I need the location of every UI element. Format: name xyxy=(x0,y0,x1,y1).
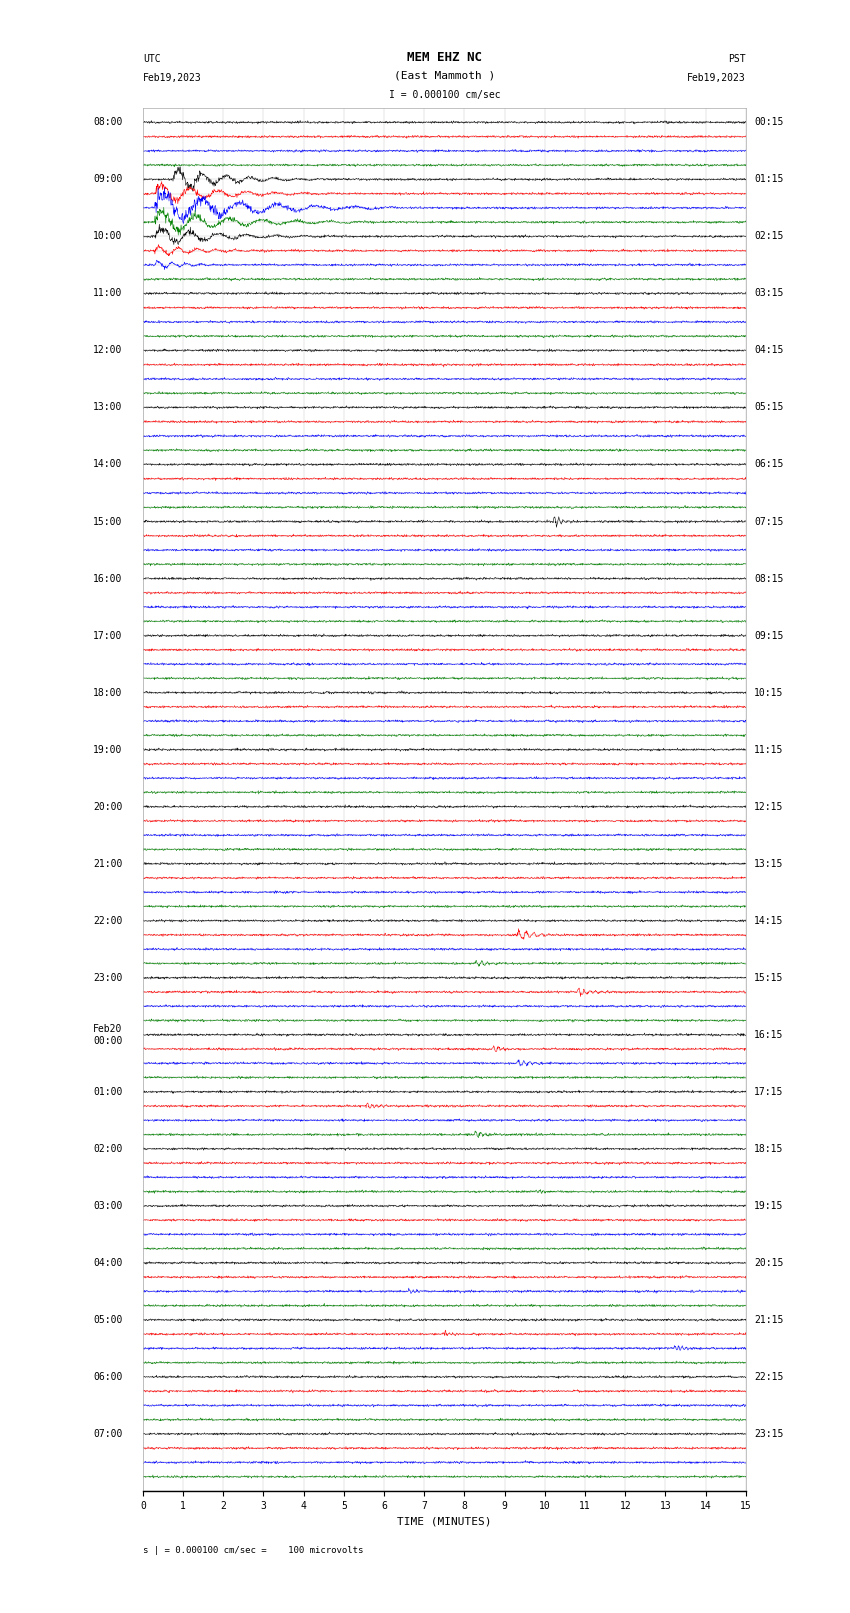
Text: 17:00: 17:00 xyxy=(94,631,122,640)
Text: (East Mammoth ): (East Mammoth ) xyxy=(394,71,495,81)
Text: 21:15: 21:15 xyxy=(754,1315,783,1324)
Text: 23:15: 23:15 xyxy=(754,1429,783,1439)
Text: 06:00: 06:00 xyxy=(94,1373,122,1382)
Text: 01:15: 01:15 xyxy=(754,174,783,184)
Text: s | = 0.000100 cm/sec =    100 microvolts: s | = 0.000100 cm/sec = 100 microvolts xyxy=(143,1547,363,1555)
Text: 22:15: 22:15 xyxy=(754,1373,783,1382)
Text: 20:15: 20:15 xyxy=(754,1258,783,1268)
Text: 14:00: 14:00 xyxy=(94,460,122,469)
Text: 05:15: 05:15 xyxy=(754,403,783,413)
Text: 01:00: 01:00 xyxy=(94,1087,122,1097)
Text: 15:15: 15:15 xyxy=(754,973,783,982)
Text: MEM EHZ NC: MEM EHZ NC xyxy=(407,52,482,65)
Text: PST: PST xyxy=(728,53,745,65)
Text: 13:15: 13:15 xyxy=(754,858,783,869)
Text: 16:15: 16:15 xyxy=(754,1029,783,1040)
Text: 21:00: 21:00 xyxy=(94,858,122,869)
Text: UTC: UTC xyxy=(143,53,161,65)
Text: 12:15: 12:15 xyxy=(754,802,783,811)
Text: 11:15: 11:15 xyxy=(754,745,783,755)
Text: 10:00: 10:00 xyxy=(94,231,122,242)
Text: Feb20
00:00: Feb20 00:00 xyxy=(94,1024,122,1045)
Text: 13:00: 13:00 xyxy=(94,403,122,413)
Text: 19:15: 19:15 xyxy=(754,1200,783,1211)
Text: 04:00: 04:00 xyxy=(94,1258,122,1268)
Text: 11:00: 11:00 xyxy=(94,289,122,298)
Text: 18:00: 18:00 xyxy=(94,687,122,697)
Text: 07:00: 07:00 xyxy=(94,1429,122,1439)
X-axis label: TIME (MINUTES): TIME (MINUTES) xyxy=(397,1516,491,1526)
Text: 08:15: 08:15 xyxy=(754,574,783,584)
Text: 10:15: 10:15 xyxy=(754,687,783,697)
Text: 12:00: 12:00 xyxy=(94,345,122,355)
Text: 17:15: 17:15 xyxy=(754,1087,783,1097)
Text: 04:15: 04:15 xyxy=(754,345,783,355)
Text: 03:15: 03:15 xyxy=(754,289,783,298)
Text: 14:15: 14:15 xyxy=(754,916,783,926)
Text: 05:00: 05:00 xyxy=(94,1315,122,1324)
Text: 22:00: 22:00 xyxy=(94,916,122,926)
Text: 02:15: 02:15 xyxy=(754,231,783,242)
Text: 09:00: 09:00 xyxy=(94,174,122,184)
Text: 08:00: 08:00 xyxy=(94,118,122,127)
Text: 00:15: 00:15 xyxy=(754,118,783,127)
Text: 03:00: 03:00 xyxy=(94,1200,122,1211)
Text: 20:00: 20:00 xyxy=(94,802,122,811)
Text: I = 0.000100 cm/sec: I = 0.000100 cm/sec xyxy=(388,90,500,100)
Text: 15:00: 15:00 xyxy=(94,516,122,526)
Text: 18:15: 18:15 xyxy=(754,1144,783,1153)
Text: 07:15: 07:15 xyxy=(754,516,783,526)
Text: 19:00: 19:00 xyxy=(94,745,122,755)
Text: Feb19,2023: Feb19,2023 xyxy=(143,73,201,84)
Text: 09:15: 09:15 xyxy=(754,631,783,640)
Text: 23:00: 23:00 xyxy=(94,973,122,982)
Text: 16:00: 16:00 xyxy=(94,574,122,584)
Text: 06:15: 06:15 xyxy=(754,460,783,469)
Text: 02:00: 02:00 xyxy=(94,1144,122,1153)
Text: Feb19,2023: Feb19,2023 xyxy=(687,73,745,84)
